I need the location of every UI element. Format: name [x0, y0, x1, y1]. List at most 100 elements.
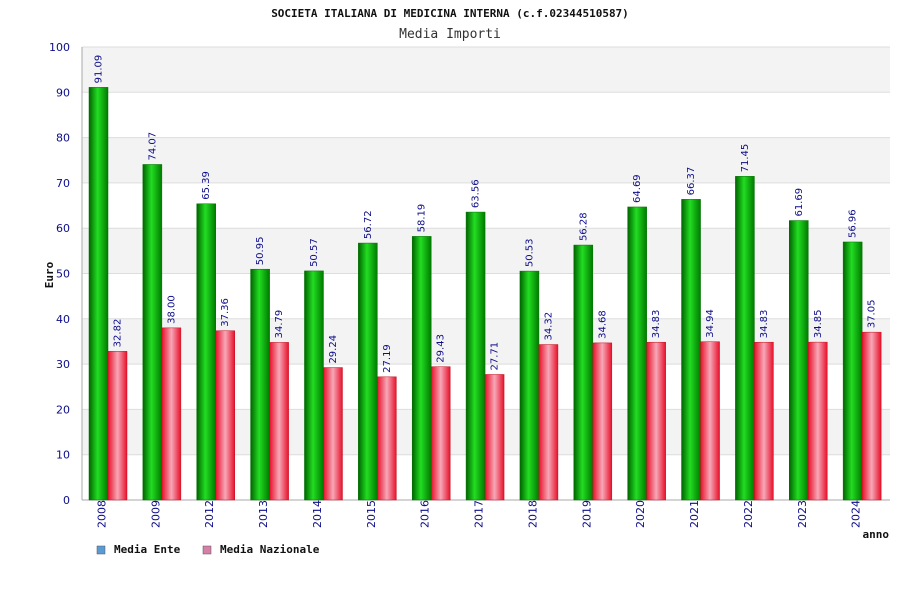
- value-label: 56.28: [578, 212, 589, 241]
- x-tick-label: 2015: [365, 500, 378, 528]
- bar-media-nazionale: [484, 374, 505, 501]
- bars: [88, 87, 882, 501]
- x-tick-label: 2019: [580, 500, 593, 528]
- grid-band: [82, 182, 890, 229]
- value-label: 63.56: [471, 179, 482, 208]
- x-tick-label: 2020: [634, 500, 647, 528]
- value-label: 34.94: [705, 309, 716, 338]
- value-label: 34.68: [597, 310, 608, 339]
- value-label: 64.69: [632, 174, 643, 203]
- legend-label-media-ente: Media Ente: [114, 543, 181, 556]
- value-label: 27.71: [490, 342, 501, 371]
- x-tick-label: 2021: [688, 500, 701, 528]
- x-tick-label: 2012: [203, 500, 216, 528]
- chart-title: SOCIETA ITALIANA DI MEDICINA INTERNA (c.…: [271, 7, 629, 20]
- bar-media-ente: [250, 268, 270, 501]
- y-tick-label: 60: [56, 222, 70, 235]
- bar-media-nazionale: [107, 351, 128, 501]
- x-tick-label: 2017: [473, 500, 486, 528]
- value-label: 50.53: [524, 238, 535, 267]
- bar-media-nazionale: [377, 376, 397, 501]
- bar-media-ente: [411, 236, 432, 501]
- value-label: 34.83: [759, 310, 770, 339]
- bar-media-ente: [627, 206, 647, 501]
- bar-media-nazionale: [754, 341, 774, 501]
- value-label: 58.19: [417, 204, 428, 233]
- value-label: 61.69: [794, 188, 805, 217]
- value-label: 38.00: [166, 295, 177, 324]
- bar-media-ente: [142, 164, 163, 501]
- bar-media-nazionale: [861, 331, 882, 501]
- y-tick-label: 10: [56, 449, 70, 462]
- bar-media-nazionale: [808, 341, 828, 501]
- bar-media-nazionale: [269, 342, 289, 501]
- grid-band: [82, 137, 890, 183]
- bar-media-nazionale: [700, 341, 720, 501]
- value-label: 66.37: [686, 167, 697, 196]
- x-axis-label: anno: [863, 528, 890, 541]
- y-tick-label: 0: [63, 494, 70, 507]
- x-tick-label: 2008: [96, 500, 109, 528]
- value-labels: 91.09 32.82 74.07 38.00 65.39 37.36 50.95 34.79…: [94, 55, 878, 373]
- x-axis-ticks: 2008 2009 2012 2013 2014 2015 2016 2017 2018 2019…: [96, 500, 863, 528]
- bar-media-nazionale: [430, 366, 451, 501]
- x-tick-label: 2023: [796, 500, 809, 528]
- value-label: 34.83: [651, 310, 662, 339]
- legend-swatch-media-nazionale: [202, 545, 212, 555]
- x-tick-label: 2018: [526, 500, 539, 528]
- bar-media-nazionale: [161, 327, 182, 501]
- bar-media-ente: [789, 220, 809, 501]
- value-label: 71.45: [740, 144, 751, 173]
- bar-media-nazionale: [646, 341, 666, 501]
- y-axis-label: Euro: [43, 261, 56, 288]
- value-label: 37.36: [220, 298, 231, 327]
- legend-swatch-media-ente: [96, 545, 106, 555]
- y-tick-label: 50: [56, 268, 70, 281]
- y-tick-label: 80: [56, 132, 70, 145]
- bar-media-ente: [573, 244, 594, 501]
- bar-media-nazionale: [538, 344, 559, 501]
- y-tick-label: 20: [56, 403, 70, 416]
- value-label: 91.09: [94, 55, 105, 84]
- value-label: 56.96: [848, 209, 859, 238]
- value-label: 74.07: [147, 132, 158, 161]
- y-tick-label: 40: [56, 313, 70, 326]
- bar-media-ente: [465, 211, 486, 501]
- bar-media-ente: [88, 87, 109, 501]
- x-tick-label: 2009: [149, 500, 162, 528]
- x-tick-label: 2013: [257, 500, 270, 528]
- x-tick-label: 2016: [419, 500, 432, 528]
- bar-media-nazionale: [592, 342, 613, 501]
- value-label: 37.05: [867, 300, 878, 329]
- value-label: 34.79: [274, 310, 285, 339]
- value-label: 34.32: [543, 312, 554, 341]
- value-label: 32.82: [113, 319, 124, 348]
- x-tick-label: 2022: [742, 500, 755, 528]
- value-label: 56.72: [363, 210, 374, 239]
- x-tick-label: 2024: [850, 500, 863, 528]
- y-tick-label: 70: [56, 177, 70, 190]
- grid-band: [82, 228, 890, 274]
- value-label: 50.95: [255, 237, 266, 266]
- bar-media-ente: [519, 270, 540, 501]
- y-tick-label: 30: [56, 358, 70, 371]
- bar-media-nazionale: [215, 330, 235, 501]
- bar-media-ente: [304, 270, 324, 501]
- value-label: 29.43: [436, 334, 447, 363]
- chart-subtitle: Media Importi: [399, 27, 501, 42]
- value-label: 65.39: [201, 171, 212, 200]
- grid-band: [82, 92, 890, 138]
- value-label: 34.85: [813, 309, 824, 338]
- value-label: 29.24: [328, 335, 339, 364]
- bar-media-ente: [735, 176, 755, 501]
- value-label: 27.19: [382, 344, 393, 373]
- bar-media-ente: [196, 203, 216, 501]
- bar-media-ente: [681, 199, 701, 501]
- legend: Media Ente Media Nazionale: [96, 543, 320, 556]
- bar-media-ente: [358, 242, 378, 501]
- bar-media-ente: [842, 241, 863, 501]
- value-label: 50.57: [309, 238, 320, 267]
- legend-label-media-nazionale: Media Nazionale: [220, 543, 320, 556]
- grid-band: [82, 47, 890, 93]
